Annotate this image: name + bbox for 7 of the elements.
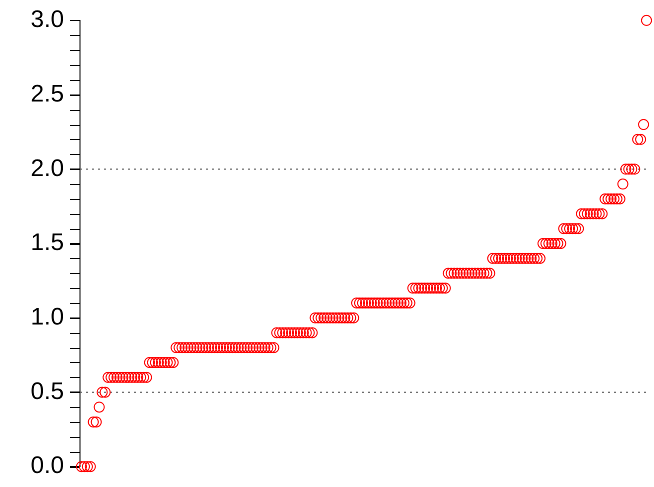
y-tick-label: 0.5 [30,378,64,405]
y-tick-label: 0.0 [30,452,64,480]
y-tick-label: 2.0 [30,154,64,182]
y-tick-label: 1.0 [30,303,64,330]
y-tick-label: 2.5 [30,80,64,108]
y-tick-label: 1.5 [30,229,64,256]
y-tick-label: 3.0 [30,6,64,34]
